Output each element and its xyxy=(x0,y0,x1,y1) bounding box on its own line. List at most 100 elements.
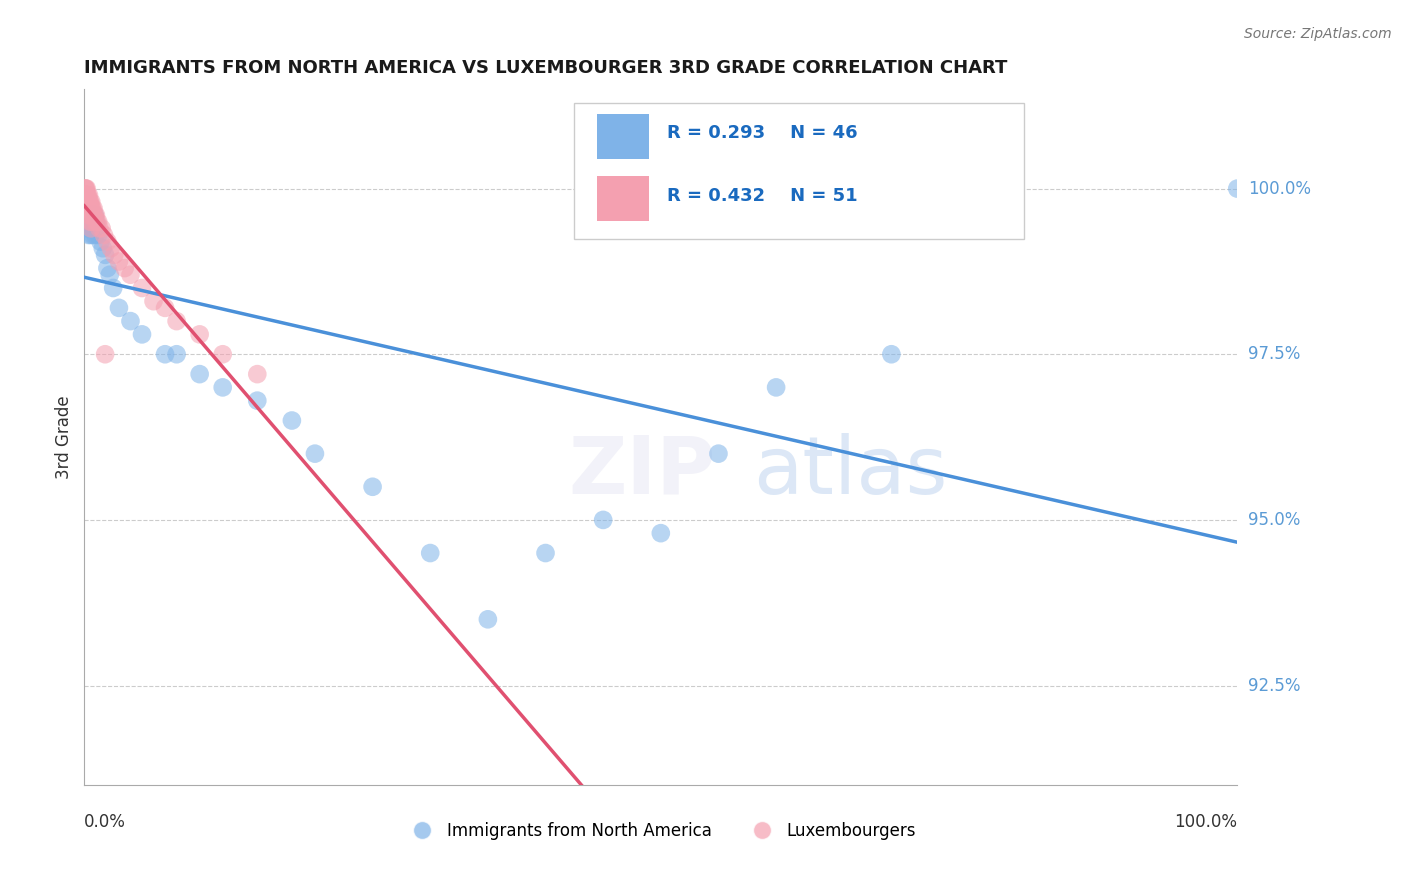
Point xyxy=(84,208,107,222)
Point xyxy=(76,188,98,202)
Point xyxy=(75,188,97,202)
Point xyxy=(79,215,101,229)
Point xyxy=(83,208,105,222)
Point xyxy=(142,294,165,309)
Point xyxy=(79,208,101,222)
Point xyxy=(80,227,103,242)
Text: 92.5%: 92.5% xyxy=(1249,676,1301,695)
Y-axis label: 3rd Grade: 3rd Grade xyxy=(55,395,73,479)
Point xyxy=(75,181,97,195)
Point xyxy=(100,241,122,255)
Point xyxy=(114,261,136,276)
Point xyxy=(98,268,121,282)
Text: 100.0%: 100.0% xyxy=(1174,813,1237,830)
Point xyxy=(82,202,104,216)
Point xyxy=(120,314,142,328)
Point xyxy=(80,215,103,229)
Point xyxy=(1226,181,1249,195)
Point xyxy=(477,612,499,626)
Point xyxy=(108,301,131,315)
Point xyxy=(361,480,384,494)
Point xyxy=(84,215,107,229)
Point xyxy=(80,194,103,209)
Point xyxy=(166,314,188,328)
Point xyxy=(76,188,98,202)
Point xyxy=(83,208,105,222)
Point xyxy=(765,380,787,394)
Point xyxy=(650,526,672,541)
Point xyxy=(75,181,97,195)
Point xyxy=(77,194,100,209)
Point xyxy=(534,546,557,560)
Text: R = 0.293    N = 46: R = 0.293 N = 46 xyxy=(666,124,858,142)
Point xyxy=(76,202,98,216)
Point xyxy=(79,194,101,209)
Point xyxy=(83,202,105,216)
Point xyxy=(880,347,903,361)
Point xyxy=(281,413,304,427)
Point xyxy=(246,393,269,408)
Point xyxy=(120,268,142,282)
Point xyxy=(80,202,103,216)
Point xyxy=(79,215,101,229)
Point xyxy=(75,215,97,229)
Text: atlas: atlas xyxy=(754,433,948,511)
Point xyxy=(77,227,100,242)
Point xyxy=(211,380,233,394)
Point xyxy=(80,208,103,222)
Point xyxy=(103,281,124,295)
Text: IMMIGRANTS FROM NORTH AMERICA VS LUXEMBOURGER 3RD GRADE CORRELATION CHART: IMMIGRANTS FROM NORTH AMERICA VS LUXEMBO… xyxy=(84,59,1008,77)
Point xyxy=(86,221,108,235)
Point xyxy=(91,241,114,255)
Point xyxy=(84,227,107,242)
Point xyxy=(108,254,131,268)
Point xyxy=(304,447,326,461)
Point xyxy=(76,221,98,235)
Point xyxy=(82,227,104,242)
FancyBboxPatch shape xyxy=(575,103,1024,239)
Point xyxy=(89,221,111,235)
Point xyxy=(75,188,97,202)
Point xyxy=(76,208,98,222)
Point xyxy=(83,215,105,229)
Point xyxy=(246,367,269,381)
Point xyxy=(131,281,153,295)
Point xyxy=(166,347,188,361)
Point xyxy=(96,261,118,276)
Point xyxy=(82,208,104,222)
Point xyxy=(188,367,211,381)
FancyBboxPatch shape xyxy=(598,177,650,221)
Text: 97.5%: 97.5% xyxy=(1249,345,1301,363)
Point xyxy=(80,202,103,216)
Point xyxy=(77,208,100,222)
Point xyxy=(76,215,98,229)
Text: 100.0%: 100.0% xyxy=(1249,179,1312,198)
Point xyxy=(131,327,153,342)
Point xyxy=(188,327,211,342)
Point xyxy=(96,235,118,249)
Point xyxy=(153,301,176,315)
Point xyxy=(77,208,100,222)
Point xyxy=(79,194,101,209)
Point xyxy=(82,221,104,235)
Point xyxy=(77,194,100,209)
Point xyxy=(79,221,101,235)
Point xyxy=(93,227,115,242)
Text: 0.0%: 0.0% xyxy=(84,813,127,830)
Point xyxy=(94,248,117,262)
Point xyxy=(75,194,97,209)
Point xyxy=(83,208,105,222)
Point xyxy=(211,347,233,361)
Point xyxy=(94,347,117,361)
Point xyxy=(86,215,108,229)
Point xyxy=(84,215,107,229)
Point xyxy=(80,215,103,229)
Text: Source: ZipAtlas.com: Source: ZipAtlas.com xyxy=(1244,27,1392,41)
Point xyxy=(77,188,100,202)
Point xyxy=(76,181,98,195)
Text: R = 0.432    N = 51: R = 0.432 N = 51 xyxy=(666,186,858,204)
Point xyxy=(592,513,614,527)
Text: ZIP: ZIP xyxy=(568,433,716,511)
Point xyxy=(90,221,112,235)
Point xyxy=(77,202,100,216)
